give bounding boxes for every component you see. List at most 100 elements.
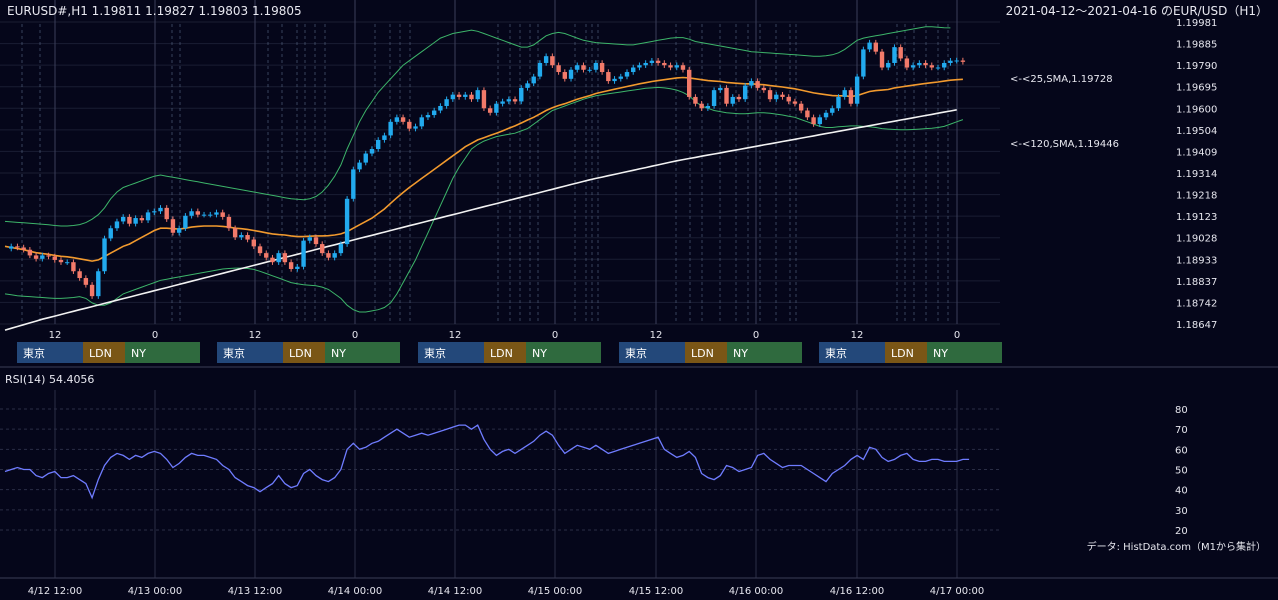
- moving-averages: [4, 76, 963, 331]
- candle-body: [730, 96, 735, 104]
- bull-candle: [494, 101, 499, 116]
- candle-body: [425, 115, 431, 118]
- candle-body: [854, 76, 860, 104]
- session-tokyo: [418, 342, 484, 363]
- bull-candle: [189, 208, 194, 219]
- bull-candle: [332, 250, 337, 261]
- price-tick-label: 1.19218: [1176, 191, 1217, 202]
- session-group: 東京 LDN NY: [217, 342, 400, 363]
- candle-body: [33, 255, 39, 259]
- candle-body: [935, 67, 941, 69]
- bull-candle: [954, 57, 959, 64]
- bear-candle: [15, 243, 20, 251]
- candle-body: [120, 216, 126, 222]
- bear-candle: [680, 62, 686, 73]
- candle-body: [662, 62, 667, 66]
- bull-candle: [176, 225, 182, 236]
- candle-body: [948, 60, 953, 63]
- hour-tick-label: 0: [753, 330, 759, 341]
- candle-body: [487, 108, 493, 113]
- candle-body: [655, 60, 661, 63]
- candle-body: [431, 110, 437, 116]
- bull-candle: [145, 209, 151, 224]
- bull-candle: [575, 62, 580, 73]
- hour-tick-label: 0: [352, 330, 358, 341]
- candle-body: [929, 65, 934, 68]
- candle-body: [525, 83, 530, 88]
- session-label-london: LDN: [891, 347, 914, 360]
- bull-candle: [301, 237, 306, 270]
- candle-body: [942, 62, 947, 68]
- rsi-tick-label: 60: [1175, 445, 1188, 456]
- session-newyork: [526, 342, 601, 363]
- candle-body: [295, 266, 300, 269]
- bull-candle: [867, 39, 872, 53]
- date-label: 4/13 12:00: [228, 586, 282, 597]
- bull-candle: [40, 252, 45, 262]
- bear-candle: [245, 232, 250, 243]
- candle-body: [301, 240, 306, 267]
- bull-candle: [643, 60, 648, 68]
- candle-body: [83, 278, 89, 285]
- price-tick-label: 1.18933: [1176, 255, 1217, 266]
- candle-body: [226, 216, 232, 229]
- bear-candle: [270, 254, 275, 265]
- candle-body: [705, 105, 711, 109]
- bear-candle: [687, 67, 692, 100]
- candle-body: [774, 94, 779, 100]
- candle-body: [674, 65, 679, 68]
- candle-body: [183, 215, 188, 229]
- bull-candle: [239, 232, 244, 241]
- candle-body: [767, 90, 773, 100]
- candle-body: [879, 51, 885, 68]
- bear-candle: [693, 94, 698, 107]
- date-label: 4/14 12:00: [428, 586, 482, 597]
- bear-candle: [164, 205, 169, 222]
- candle-body: [201, 214, 207, 216]
- candle-body: [251, 239, 256, 247]
- candle-body: [531, 76, 536, 84]
- candle-body: [388, 121, 393, 136]
- bull-candle: [749, 78, 754, 89]
- date-label: 4/16 00:00: [729, 586, 783, 597]
- candle-body: [376, 139, 381, 150]
- candle-body: [550, 56, 555, 66]
- bull-candle: [357, 159, 362, 173]
- bear-candle: [606, 69, 611, 84]
- candle-body: [923, 62, 928, 66]
- bear-candle: [755, 78, 760, 91]
- bull-candle: [624, 69, 630, 80]
- bull-candle: [886, 60, 891, 71]
- bear-candle: [805, 107, 810, 121]
- bull-candle: [133, 215, 138, 227]
- bull-candle: [413, 123, 418, 132]
- bull-candle: [120, 214, 126, 225]
- candle-body: [519, 87, 524, 102]
- session-label-london: LDN: [289, 347, 312, 360]
- bull-candle: [394, 114, 400, 125]
- candle-body: [631, 67, 636, 73]
- candle-body: [960, 60, 966, 62]
- candle-body: [786, 96, 791, 102]
- bull-candle: [438, 103, 443, 114]
- candle-body: [798, 103, 804, 111]
- bull-candle: [208, 211, 213, 218]
- candle-body: [394, 117, 400, 122]
- price-tick-label: 1.19600: [1176, 104, 1217, 115]
- candle-body: [27, 249, 33, 256]
- bull-candle: [9, 243, 14, 252]
- candle-body: [438, 105, 443, 111]
- candle-body: [599, 62, 605, 73]
- bear-candle: [264, 250, 269, 261]
- candles: [9, 39, 966, 299]
- bull-candle: [363, 150, 368, 166]
- bear-candle: [456, 91, 462, 100]
- candle-body: [208, 214, 213, 216]
- bull-candle: [817, 114, 823, 127]
- candle-body: [805, 110, 810, 118]
- bear-candle: [811, 114, 816, 127]
- bull-candle: [369, 146, 375, 157]
- candle-body: [96, 271, 101, 297]
- candle-body: [873, 42, 878, 52]
- bull-candle: [935, 64, 941, 71]
